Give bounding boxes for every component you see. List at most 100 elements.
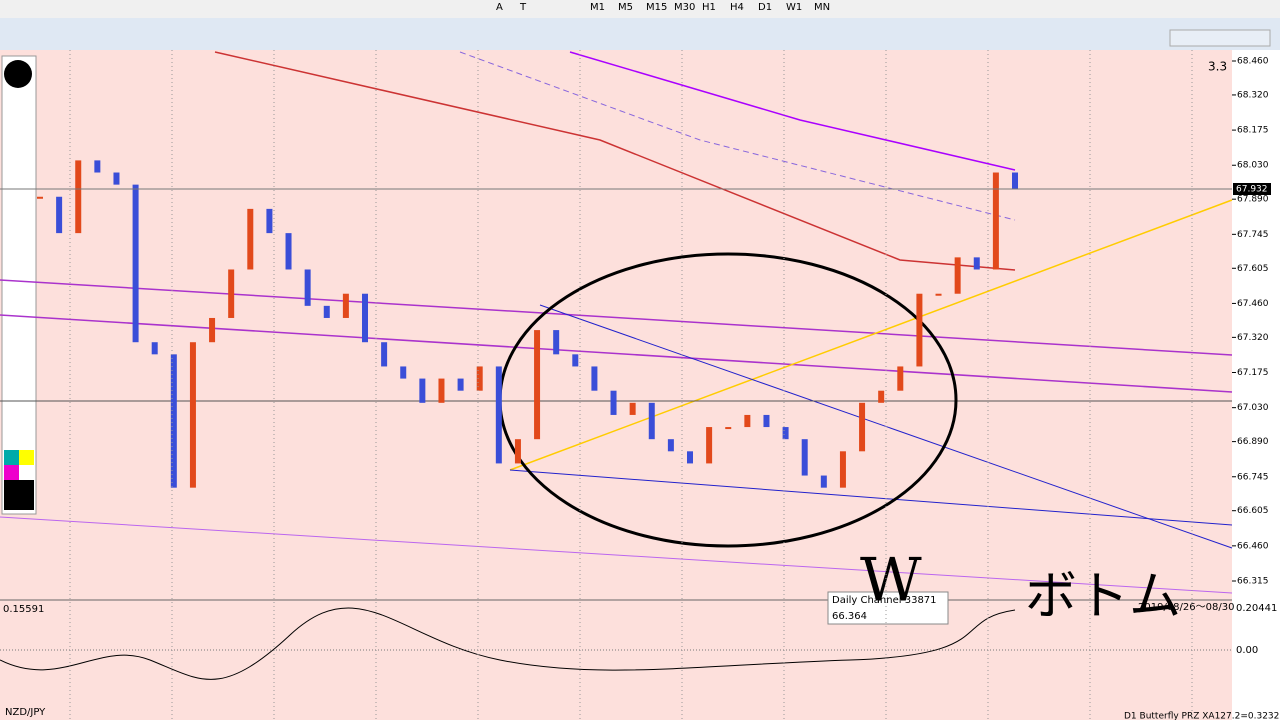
- price-pane: [0, 50, 1232, 600]
- moving-average: [459, 51, 1016, 221]
- candle: [839, 451, 846, 488]
- moving-average: [569, 51, 1016, 171]
- candle: [151, 342, 158, 355]
- trend-line: [0, 279, 1233, 356]
- price-label: 67.605: [1237, 264, 1269, 274]
- price-label: 67.745: [1237, 230, 1269, 240]
- candle: [954, 257, 961, 294]
- indicator-top: 0.20441: [1236, 603, 1277, 614]
- price-label: 67.460: [1237, 299, 1269, 309]
- candle: [56, 196, 63, 234]
- candle: [381, 342, 388, 367]
- price-label: 66.605: [1237, 506, 1269, 516]
- candle: [457, 378, 464, 391]
- candle: [610, 390, 617, 415]
- candle: [572, 354, 579, 367]
- indicator-zero: 0.00: [1236, 645, 1258, 656]
- indicator-pane: [0, 600, 1232, 720]
- timeframe-button[interactable]: M1: [590, 2, 605, 13]
- candle: [706, 427, 713, 464]
- trend-line: [0, 516, 1233, 594]
- candle: [304, 269, 311, 306]
- candle: [553, 330, 560, 355]
- channel-line: [509, 469, 1233, 526]
- timeframe-button[interactable]: H1: [702, 2, 716, 13]
- corner-value: 3.3: [1208, 60, 1227, 74]
- window-buttons[interactable]: [1169, 29, 1271, 47]
- price-label: 67.175: [1237, 368, 1269, 378]
- timeframe-button[interactable]: MN: [814, 2, 830, 13]
- candle: [342, 293, 349, 318]
- text-tool[interactable]: A: [496, 2, 503, 13]
- price-label: 66.745: [1237, 472, 1269, 482]
- candle: [209, 317, 216, 343]
- timeframe-button[interactable]: M30: [674, 2, 695, 13]
- candle: [247, 208, 254, 270]
- current-price: 67.932: [1236, 185, 1268, 195]
- pen-icon[interactable]: [4, 60, 32, 88]
- price-axis: [1232, 50, 1280, 720]
- candle: [514, 439, 521, 464]
- candle: [362, 293, 368, 343]
- candle: [476, 366, 483, 391]
- timeframe-button[interactable]: M15: [646, 2, 667, 13]
- candle: [629, 402, 636, 415]
- draw-palette[interactable]: [1, 55, 37, 515]
- color-swatch[interactable]: [4, 465, 19, 480]
- timeframe-button[interactable]: D1: [758, 2, 772, 13]
- candle: [878, 390, 885, 403]
- candle: [801, 439, 808, 476]
- label-tool[interactable]: T: [519, 2, 527, 13]
- candle: [132, 184, 139, 343]
- price-label: 68.175: [1237, 126, 1269, 136]
- price-label: 67.320: [1237, 333, 1269, 343]
- price-label: 66.890: [1237, 437, 1269, 447]
- timeframe-button[interactable]: H4: [730, 2, 744, 13]
- candle: [992, 172, 999, 270]
- candle: [820, 475, 827, 488]
- candle: [170, 354, 177, 488]
- handwriting: W: [860, 546, 922, 616]
- candle: [189, 342, 196, 488]
- trend-line: [0, 314, 1233, 393]
- price-label: 67.890: [1237, 195, 1269, 205]
- candle: [94, 160, 101, 173]
- timeframe-button[interactable]: M5: [618, 2, 633, 13]
- color-swatch[interactable]: [19, 450, 34, 465]
- candle: [75, 160, 82, 234]
- candle: [400, 366, 407, 379]
- candle: [37, 196, 43, 199]
- timeframe-button[interactable]: W1: [786, 2, 802, 13]
- candle: [782, 427, 789, 440]
- tooltip: [827, 591, 949, 625]
- candle: [591, 366, 598, 391]
- candle: [744, 414, 751, 428]
- candle: [228, 269, 235, 318]
- candle: [763, 414, 770, 428]
- price-label: 68.460: [1237, 57, 1269, 67]
- candle: [916, 293, 923, 367]
- candle: [113, 172, 120, 185]
- price-label: 67.030: [1237, 403, 1269, 413]
- price-label: 68.030: [1237, 161, 1269, 171]
- candle: [973, 257, 980, 270]
- candle: [1012, 172, 1018, 190]
- toolbar: [0, 0, 1280, 18]
- candle: [419, 378, 426, 403]
- candle: [725, 427, 732, 430]
- symbol: NZD/JPY: [5, 707, 46, 718]
- candle: [859, 402, 866, 452]
- candle: [897, 366, 904, 391]
- price-label: 66.460: [1237, 541, 1269, 551]
- candle: [935, 293, 942, 296]
- trend-line: [509, 199, 1233, 471]
- indicator-value: 0.15591: [3, 604, 44, 615]
- tooltip-name: Daily Channel 33871: [832, 595, 937, 606]
- color-swatch[interactable]: [4, 480, 34, 510]
- handwriting: ボトム: [1025, 567, 1181, 627]
- color-swatch[interactable]: [4, 450, 19, 465]
- indicator-footer: D1 Butterfly PRZ XA127.2=0.32321: [1124, 712, 1280, 720]
- period-label: 2019/08/26～08/30: [1138, 602, 1234, 613]
- oscillator-line: [0, 607, 1016, 680]
